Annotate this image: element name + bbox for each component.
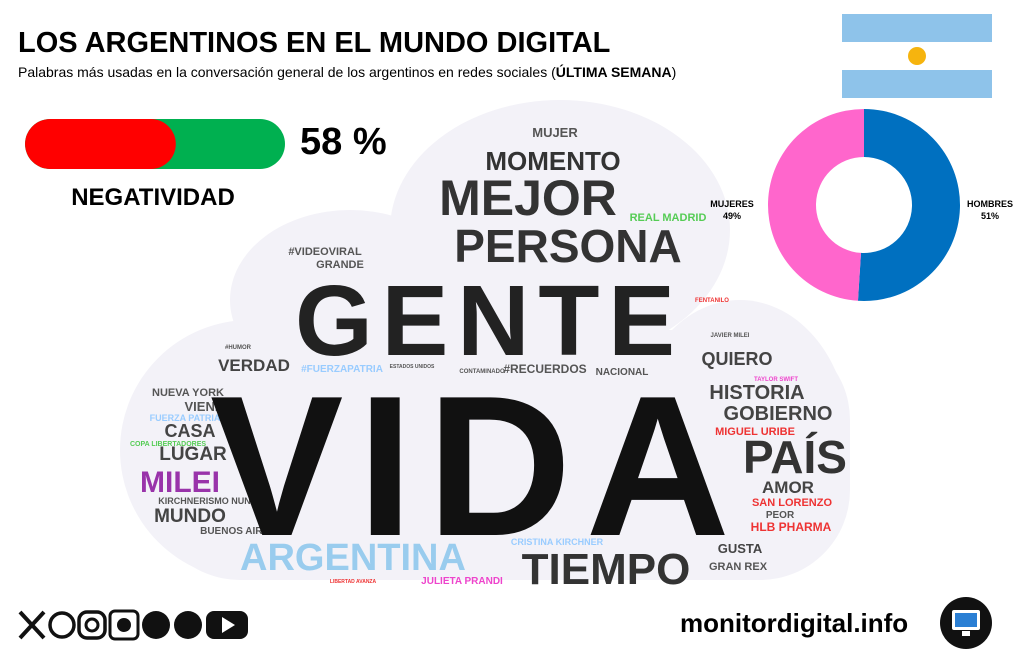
cloud-word: GUSTA — [718, 541, 763, 556]
donut-slice — [857, 109, 960, 301]
cloud-word: BUENOS AIRES — [200, 526, 276, 537]
cloud-word: FUERZA PATRIA — [150, 413, 221, 423]
cloud-word: FENTANILO — [695, 298, 729, 304]
negativity-value: 58 % — [300, 121, 387, 163]
cloud-word: PERSONA — [454, 220, 681, 272]
donut-chart: MUJERES 49% HOMBRES 51% — [710, 109, 1013, 301]
cloud-word: HISTORIA — [709, 382, 804, 404]
slice-value-label: 51% — [981, 211, 999, 221]
cloud-word: CASA — [164, 421, 215, 441]
slice-label: MUJERES — [710, 199, 754, 209]
cloud-word: VIENE — [184, 399, 223, 414]
title: LOS ARGENTINOS EN EL MUNDO DIGITAL — [18, 27, 610, 59]
cloud-word: NUEVA YORK — [152, 387, 224, 399]
cloud-word: JULIETA PRANDI — [421, 576, 503, 587]
cloud-word: GRANDE — [316, 259, 364, 271]
cloud-word: MIGUEL URIBE — [715, 426, 795, 438]
cloud-word: MILEI — [140, 466, 220, 499]
subtitle: Palabras más usadas en la conversación g… — [18, 63, 676, 80]
cloud-word: LIBERTAD AVANZA — [330, 579, 377, 585]
negativity-caption: NEGATIVIDAD — [71, 184, 235, 211]
negativity-bar — [25, 119, 285, 169]
subtitle-text: ) — [672, 64, 677, 80]
cloud-word: #RECUERDOS — [503, 362, 586, 376]
cloud-word: #HUMOR — [225, 345, 252, 351]
cloud-word: VERDAD — [218, 356, 290, 375]
social-icons — [18, 609, 248, 641]
cloud-word: PEOR — [766, 510, 795, 521]
monitor-icon — [940, 597, 992, 649]
cloud-word: KIRCHNERISMO NUNCA — [158, 496, 264, 506]
cloud-word: PAÍS — [743, 431, 847, 483]
cloud-word: #VIDEOVIRAL — [288, 246, 362, 258]
cloud-word: COPA LIBERTADORES — [130, 441, 206, 448]
cloud-word: NACIONAL — [596, 367, 649, 378]
slice-value-label: 49% — [723, 211, 741, 221]
cloud-word: HLB PHARMA — [751, 520, 832, 534]
cloud-word: JAVIER MILEI — [711, 333, 750, 339]
cloud-word: MUNDO — [154, 506, 226, 527]
cloud-word: AMOR — [762, 478, 814, 497]
cloud-word: SAN LORENZO — [752, 497, 833, 509]
donut-slice — [767, 109, 864, 301]
cloud-word: LUGAR — [159, 444, 227, 465]
cloud-word: QUIERO — [701, 349, 772, 369]
cloud-background — [120, 100, 850, 580]
flag — [842, 14, 992, 98]
subtitle-bold: ÚLTIMA SEMANA — [556, 63, 672, 80]
site-url: monitordigital.info — [680, 608, 908, 638]
cloud-word: GOBIERNO — [724, 403, 833, 425]
cloud-word: MEJOR — [439, 170, 617, 226]
cloud-word: #FUERZAPATRIA — [301, 364, 383, 375]
slice-label: HOMBRES — [967, 199, 1013, 209]
cloud-word: MOMENTO — [485, 146, 620, 176]
cloud-word: REAL MADRID — [630, 212, 707, 224]
cloud-word: GRAN REX — [709, 561, 768, 573]
cloud-word: ESTADOS UNIDOS — [390, 364, 435, 370]
cloud-word: TIEMPO — [522, 545, 691, 594]
subtitle-text: Palabras más usadas en la conversación g… — [18, 64, 556, 80]
cloud-word: CRISTINA KIRCHNER — [511, 537, 604, 547]
cloud-word: CONTAMINADO — [459, 369, 505, 375]
cloud-word: VIDA — [210, 355, 730, 578]
cloud-word: ARGENTINA — [240, 537, 466, 579]
cloud-word: TAYLOR SWIFT — [754, 377, 798, 383]
cloud-word: GENTE — [295, 265, 675, 377]
bar-fill — [25, 119, 176, 169]
cloud-word: MUJER — [532, 125, 578, 140]
